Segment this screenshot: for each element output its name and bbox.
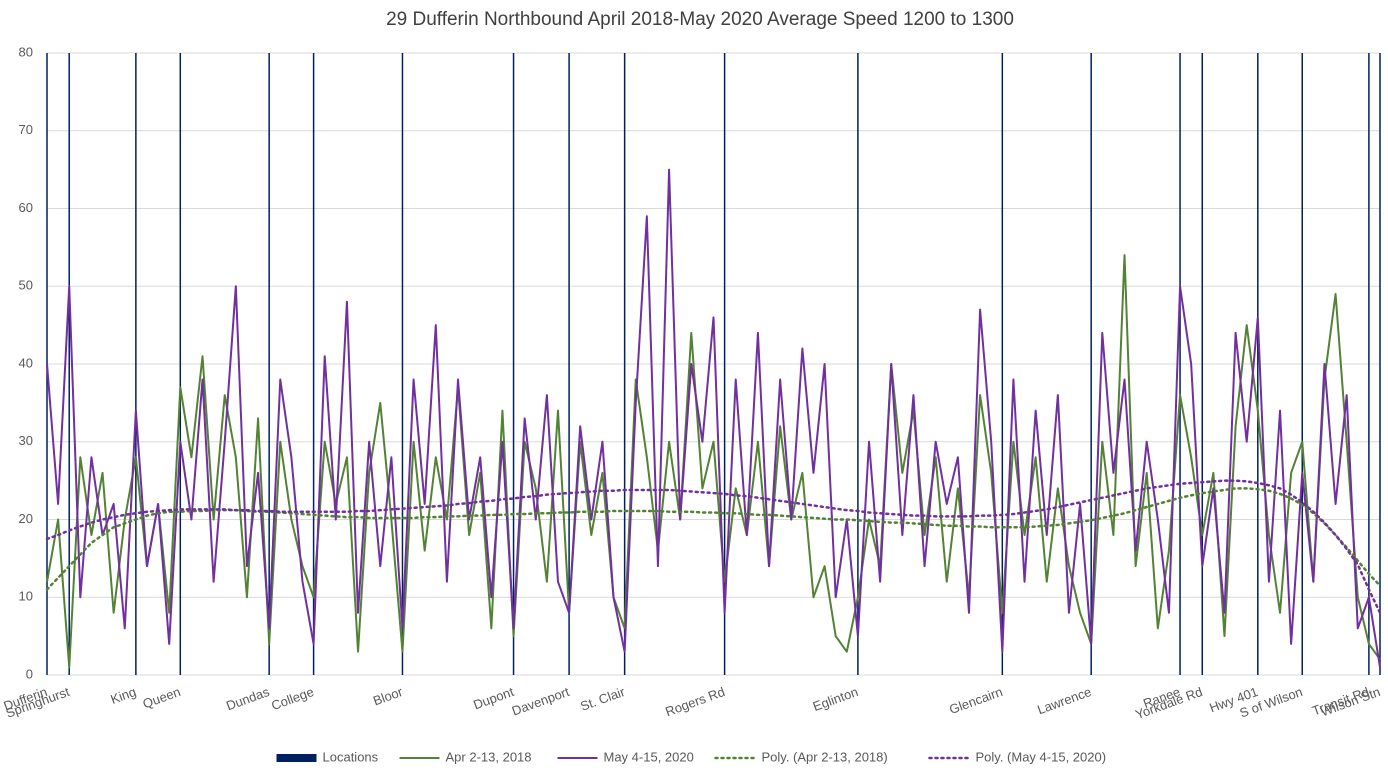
y-tick-label: 30	[19, 433, 33, 448]
trend-line	[45, 479, 1382, 615]
location-bar	[1090, 53, 1092, 675]
x-tick-label: Dupont	[471, 684, 516, 713]
x-tick-label: Glencairn	[947, 684, 1004, 717]
location-bar	[623, 53, 626, 675]
y-tick-label: 0	[26, 666, 33, 681]
location-bar	[1301, 53, 1303, 675]
x-tick-label: Eglinton	[811, 684, 860, 714]
series-line	[46, 254, 1381, 669]
x-tick-label: Queen	[141, 684, 183, 711]
location-bar	[1257, 53, 1259, 675]
y-tick-label: 80	[19, 44, 33, 59]
y-tick-label: 20	[19, 511, 33, 526]
trend-line	[45, 487, 1382, 591]
legend-label: Poly. (May 4-15, 2020)	[976, 749, 1107, 764]
y-tick-label: 10	[19, 589, 33, 604]
legend-item: Poly. (Apr 2-13, 2018)	[714, 749, 888, 764]
y-tick-label: 50	[19, 278, 33, 293]
x-tick-label: St. Clair	[578, 684, 627, 714]
x-tick-label: Davenport	[510, 684, 572, 719]
location-bar	[1001, 53, 1004, 675]
x-tick-label: College	[269, 684, 316, 713]
legend-item: Apr 2-13, 2018	[399, 749, 532, 764]
legend-swatch	[276, 754, 317, 762]
legend-item: May 4-15, 2020	[557, 749, 694, 764]
y-tick-label: 60	[19, 200, 33, 215]
x-tick-label: Rogers Rd	[663, 684, 727, 719]
location-bar	[1379, 53, 1381, 675]
location-bar	[857, 53, 859, 675]
legend-label: Poly. (Apr 2-13, 2018)	[762, 749, 888, 764]
x-tick-label: Lawrence	[1035, 684, 1093, 717]
legend-label: May 4-15, 2020	[604, 749, 694, 764]
series-line	[46, 168, 1381, 668]
location-bar	[1368, 53, 1370, 675]
location-bar	[1179, 53, 1181, 675]
chart-title: 29 Dufferin Northbound April 2018-May 20…	[386, 9, 1014, 30]
location-bar	[179, 53, 182, 675]
location-bar	[68, 53, 70, 675]
legend-item: Poly. (May 4-15, 2020)	[928, 749, 1107, 764]
location-bar	[568, 53, 570, 675]
location-bar	[512, 53, 515, 675]
legend-label: Apr 2-13, 2018	[446, 749, 532, 764]
location-bar	[135, 53, 137, 675]
x-tick-label: King	[108, 684, 138, 707]
y-tick-label: 70	[19, 122, 33, 137]
location-bar	[268, 53, 270, 675]
location-bar	[401, 53, 404, 675]
x-tick-label: Bloor	[371, 684, 405, 709]
location-bar	[1201, 53, 1204, 675]
location-bar	[723, 53, 726, 675]
legend: Locations Apr 2-13, 2018 May 4-15, 2020 Pol…	[276, 749, 1107, 764]
location-bar	[312, 53, 315, 675]
x-tick-label: Dundas	[224, 684, 272, 714]
legend-label: Locations	[323, 749, 379, 764]
legend-item: Locations	[276, 749, 379, 764]
y-tick-label: 40	[19, 355, 33, 370]
